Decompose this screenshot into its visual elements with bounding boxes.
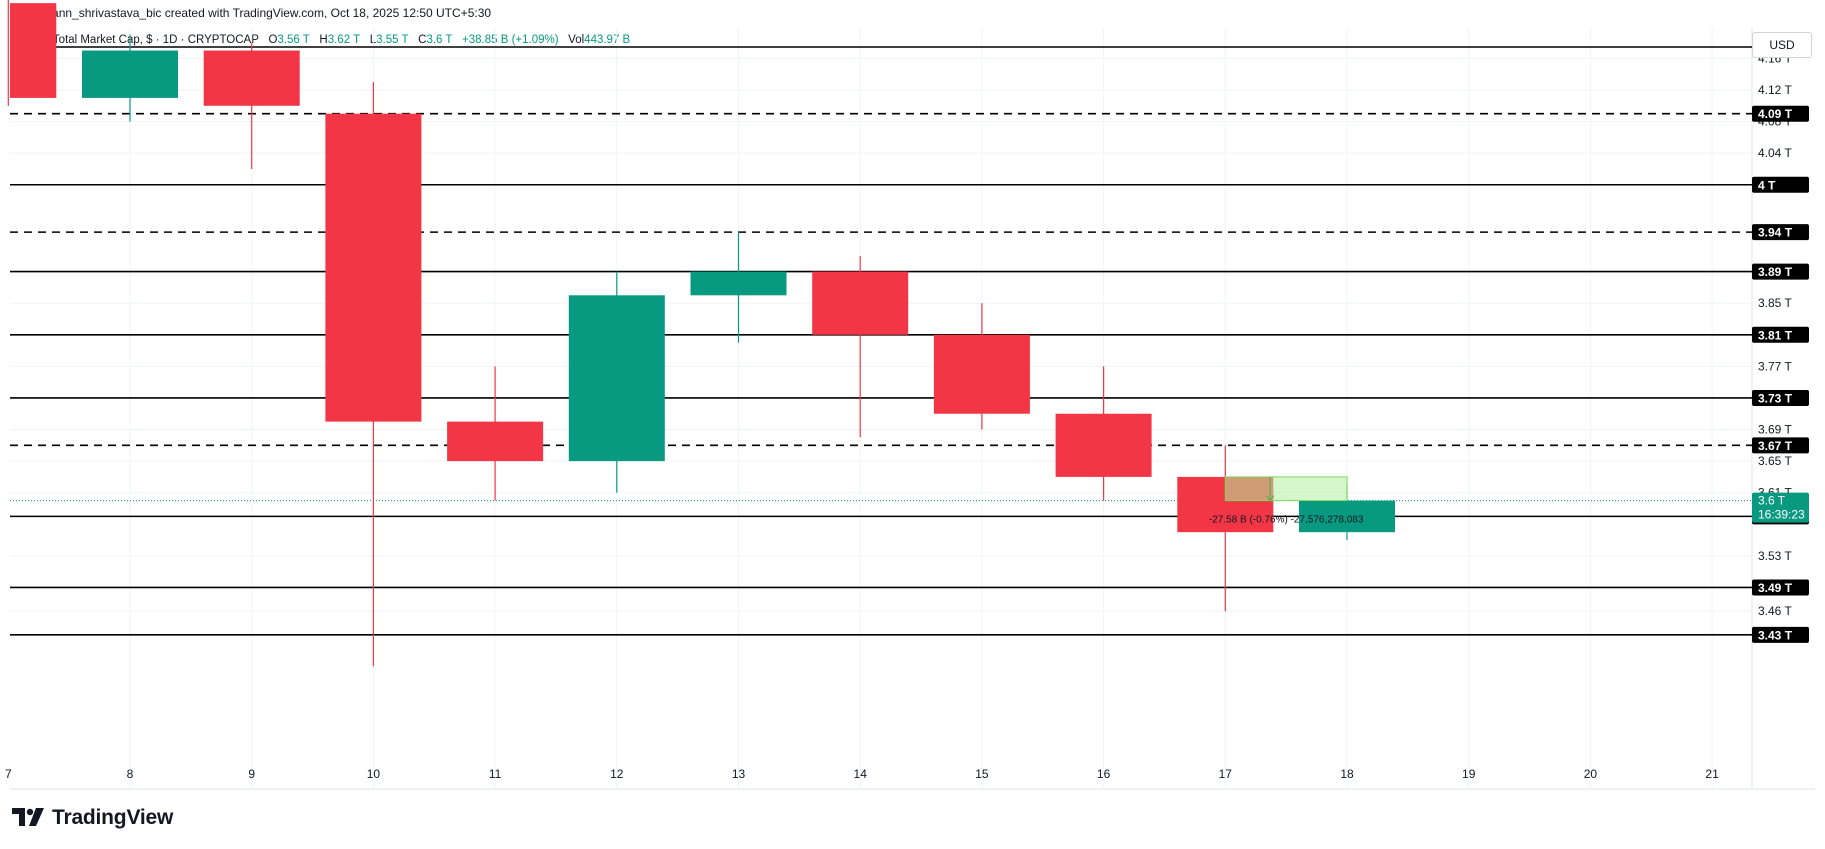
brand-name: TradingView bbox=[52, 806, 174, 829]
candle-body bbox=[10, 3, 57, 98]
time-tick-label: 18 bbox=[1340, 767, 1354, 781]
time-tick-label: 21 bbox=[1705, 767, 1719, 781]
level-label-box bbox=[1752, 105, 1809, 122]
time-tick-label: 20 bbox=[1584, 767, 1598, 781]
price-tick-label: 3.53 T bbox=[1758, 549, 1792, 563]
level-label: 3.89 T bbox=[1758, 265, 1793, 279]
level-label: 3.73 T bbox=[1758, 391, 1793, 405]
open-value: 3.56 T bbox=[277, 34, 310, 46]
time-tick-label: 10 bbox=[367, 767, 381, 781]
time-tick-label: 16 bbox=[1097, 767, 1111, 781]
volume-value: 443.97 B bbox=[584, 34, 631, 46]
close-value: 3.6 T bbox=[426, 34, 453, 46]
symbol-legend: Crypto Total Market Cap, $ · 1D · CRYPTO… bbox=[16, 34, 630, 46]
time-tick-label: 15 bbox=[975, 767, 989, 781]
candle-body bbox=[1299, 500, 1395, 533]
time-axis: 7 8 9 10 11 12 13 14 15 16 17 18 19 20 21 bbox=[5, 767, 1719, 781]
candle-body bbox=[933, 334, 1030, 414]
high-value: 3.62 T bbox=[327, 34, 361, 46]
level-label: 4 T bbox=[1758, 178, 1776, 192]
close-label: C bbox=[418, 34, 427, 46]
time-tick-label: 14 bbox=[854, 767, 868, 781]
measure-arrow-head bbox=[1265, 495, 1275, 502]
price-tick-label: 4.04 T bbox=[1758, 146, 1792, 160]
time-tick-label: 13 bbox=[732, 767, 746, 781]
level-label-box bbox=[1752, 389, 1809, 406]
level-label: 3.81 T bbox=[1758, 328, 1793, 342]
currency-selector[interactable]: USD bbox=[1752, 32, 1812, 58]
time-tick-label: 11 bbox=[489, 767, 502, 781]
chart-grid bbox=[10, 28, 1815, 790]
level-label: 3.67 T bbox=[1758, 439, 1793, 453]
candle-body bbox=[203, 50, 300, 106]
time-tick-label: 7 bbox=[5, 767, 12, 781]
high-label: H bbox=[319, 34, 328, 46]
candle-body bbox=[82, 50, 178, 98]
bar-countdown-label: 16:39:23 bbox=[1758, 508, 1805, 522]
candle-body bbox=[447, 421, 544, 462]
price-tick-label: 3.85 T bbox=[1758, 296, 1792, 310]
tradingview-logo-icon bbox=[12, 808, 44, 826]
candle-body bbox=[568, 295, 665, 462]
change-value: +38.85 B (+1.09%) bbox=[462, 34, 559, 46]
level-label-box bbox=[1752, 626, 1809, 643]
level-label-box bbox=[1752, 176, 1809, 193]
volume-label: Vol bbox=[568, 34, 585, 46]
symbol-name[interactable]: Crypto Total Market Cap, $ · 1D · CRYPTO… bbox=[16, 34, 259, 46]
candle-body bbox=[325, 113, 422, 422]
measure-label: -27.58 B (-0.76%) -27,576,278,083 bbox=[1209, 515, 1364, 526]
level-label-box bbox=[1752, 263, 1809, 280]
candle-body bbox=[690, 271, 787, 296]
price-tick-label: 3.65 T bbox=[1758, 454, 1792, 468]
level-label-box bbox=[1752, 437, 1809, 454]
level-lines bbox=[10, 46, 1752, 636]
time-tick-label: 17 bbox=[1219, 767, 1233, 781]
level-label: 3.43 T bbox=[1758, 628, 1793, 642]
level-label: 3.49 T bbox=[1758, 581, 1793, 595]
time-tick-label: 12 bbox=[610, 767, 624, 781]
price-tick-label: 3.46 T bbox=[1758, 604, 1792, 618]
open-label: O bbox=[268, 34, 278, 46]
tradingview-logo[interactable]: TradingView bbox=[12, 806, 173, 830]
current-price-box bbox=[1752, 492, 1809, 523]
price-tick-label: 3.69 T bbox=[1758, 423, 1792, 437]
candles bbox=[7, 0, 1395, 667]
price-tick-label: 4.12 T bbox=[1758, 83, 1792, 97]
time-tick-label: 19 bbox=[1462, 767, 1476, 781]
candle-body bbox=[812, 271, 909, 335]
time-tick-label: 8 bbox=[127, 767, 134, 781]
price-axis: 4.16 T4.12 T4.08 T4.04 T3.85 T3.77 T3.69… bbox=[1752, 51, 1809, 643]
time-tick-label: 9 bbox=[248, 767, 255, 781]
chart-attribution: aaryamann_shrivastava_bic created with T… bbox=[12, 6, 492, 20]
measure-box bbox=[1224, 476, 1348, 502]
measure-tool: -27.58 B (-0.76%) -27,576,278,083 bbox=[1209, 476, 1364, 526]
level-label: 3.94 T bbox=[1758, 226, 1793, 240]
current-price-label: 3.6 T bbox=[1758, 494, 1786, 508]
level-label-box bbox=[1752, 326, 1809, 343]
level-label-box bbox=[1752, 579, 1809, 596]
candle-body bbox=[1055, 413, 1152, 477]
level-label-box bbox=[1752, 224, 1809, 241]
level-label: 4.09 T bbox=[1758, 107, 1793, 121]
low-value: 3.55 T bbox=[376, 34, 409, 46]
price-tick-label: 3.77 T bbox=[1758, 359, 1792, 373]
